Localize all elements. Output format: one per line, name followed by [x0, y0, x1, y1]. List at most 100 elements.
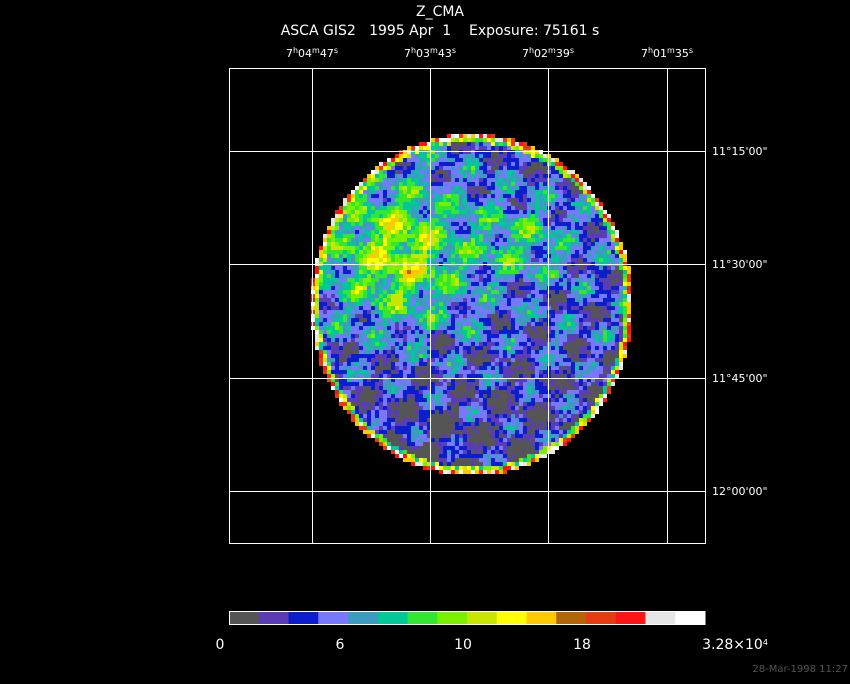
pixel	[507, 282, 511, 286]
pixel	[555, 158, 559, 162]
pixel	[435, 302, 439, 306]
pixel	[355, 258, 359, 262]
pixel	[479, 306, 483, 310]
pixel	[595, 198, 599, 202]
pixel	[383, 346, 387, 350]
pixel	[455, 402, 459, 406]
pixel	[351, 386, 355, 390]
pixel	[351, 378, 355, 382]
pixel	[515, 222, 519, 226]
pixel	[467, 350, 471, 354]
pixel	[571, 366, 575, 370]
pixel	[579, 330, 583, 334]
pixel	[407, 258, 411, 262]
pixel	[395, 302, 399, 306]
pixel	[347, 402, 351, 406]
pixel	[451, 198, 455, 202]
pixel	[531, 390, 535, 394]
pixel	[563, 294, 567, 298]
pixel	[519, 242, 523, 246]
pixel	[323, 314, 327, 318]
pixel	[359, 402, 363, 406]
pixel	[499, 242, 503, 246]
pixel	[427, 426, 431, 430]
pixel	[531, 178, 535, 182]
pixel	[419, 234, 423, 238]
pixel	[479, 198, 483, 202]
pixel	[595, 338, 599, 342]
pixel	[419, 282, 423, 286]
pixel	[331, 238, 335, 242]
pixel	[343, 334, 347, 338]
pixel	[423, 146, 427, 150]
pixel	[583, 294, 587, 298]
pixel	[327, 374, 331, 378]
pixel	[543, 342, 547, 346]
pixel	[387, 194, 391, 198]
pixel	[591, 390, 595, 394]
pixel	[451, 146, 455, 150]
pixel	[371, 310, 375, 314]
pixel	[475, 394, 479, 398]
pixel	[559, 178, 563, 182]
pixel	[495, 270, 499, 274]
pixel	[623, 306, 627, 310]
pixel	[459, 190, 463, 194]
pixel	[519, 222, 523, 226]
pixel	[595, 290, 599, 294]
pixel	[455, 258, 459, 262]
pixel	[471, 382, 475, 386]
pixel	[535, 354, 539, 358]
pixel	[587, 210, 591, 214]
pixel	[599, 206, 603, 210]
pixel	[623, 298, 627, 302]
pixel	[423, 158, 427, 162]
pixel	[503, 142, 507, 146]
pixel	[495, 330, 499, 334]
pixel	[367, 394, 371, 398]
pixel	[371, 242, 375, 246]
pixel	[471, 278, 475, 282]
pixel	[367, 250, 371, 254]
pixel	[483, 266, 487, 270]
pixel	[451, 142, 455, 146]
pixel	[563, 282, 567, 286]
pixel	[339, 330, 343, 334]
pixel	[391, 218, 395, 222]
pixel	[395, 338, 399, 342]
pixel	[587, 214, 591, 218]
pixel	[439, 246, 443, 250]
pixel	[319, 290, 323, 294]
pixel	[575, 178, 579, 182]
pixel	[427, 326, 431, 330]
pixel	[539, 298, 543, 302]
pixel	[519, 322, 523, 326]
pixel	[527, 386, 531, 390]
pixel	[611, 266, 615, 270]
pixel	[459, 386, 463, 390]
pixel	[347, 266, 351, 270]
pixel	[439, 402, 443, 406]
pixel	[511, 334, 515, 338]
pixel	[343, 326, 347, 330]
pixel	[331, 290, 335, 294]
pixel	[359, 374, 363, 378]
pixel	[595, 250, 599, 254]
pixel	[527, 322, 531, 326]
pixel	[563, 318, 567, 322]
pixel	[411, 338, 415, 342]
pixel	[491, 422, 495, 426]
pixel	[411, 254, 415, 258]
pixel	[423, 202, 427, 206]
pixel	[447, 294, 451, 298]
pixel	[535, 334, 539, 338]
pixel	[435, 418, 439, 422]
pixel	[411, 174, 415, 178]
pixel	[571, 254, 575, 258]
pixel	[367, 398, 371, 402]
pixel	[423, 402, 427, 406]
pixel	[315, 310, 319, 314]
pixel	[427, 310, 431, 314]
pixel	[527, 306, 531, 310]
pixel	[331, 326, 335, 330]
